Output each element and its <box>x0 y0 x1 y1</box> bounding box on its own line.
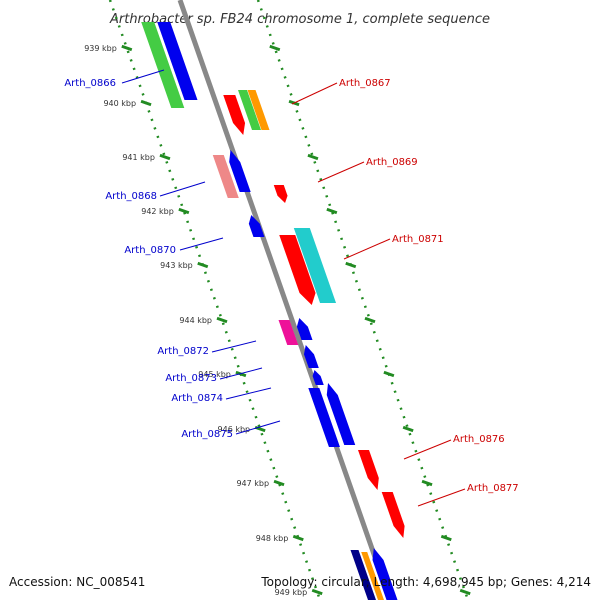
gene-arth-0874a-feature <box>312 370 324 385</box>
gene-label-arth-0871[interactable]: Arth_0871 <box>392 234 444 245</box>
leader-line-arth-0874 <box>225 387 272 400</box>
kbp-tick-label: 939 kbp <box>84 44 117 53</box>
leader-line-arth-0867 <box>291 82 338 105</box>
kbp-tick-label: 949 kbp <box>275 588 308 597</box>
gene-arth-0867a-feature <box>223 95 246 135</box>
gene-arth-0878a-feature <box>350 550 376 600</box>
leader-line-arth-0872 <box>211 340 257 353</box>
major-tick-left <box>273 479 285 487</box>
kbp-tick-label: 941 kbp <box>122 153 155 162</box>
gene-label-arth-0876[interactable]: Arth_0876 <box>453 434 505 445</box>
chromosome-backbone <box>177 0 393 600</box>
gene-arth-0867c-feature <box>247 90 270 130</box>
gene-label-arth-0873[interactable]: Arth_0873 <box>165 373 217 384</box>
leader-line-arth-0870 <box>179 237 224 251</box>
gene-label-arth-0866[interactable]: Arth_0866 <box>64 78 116 89</box>
reverse-guide-line <box>108 0 322 600</box>
gene-label-arth-0874[interactable]: Arth_0874 <box>171 393 223 404</box>
gene-label-arth-0875[interactable]: Arth_0875 <box>181 429 233 440</box>
major-tick-left <box>292 534 304 542</box>
leader-line-arth-0866 <box>121 69 165 84</box>
gene-arth-0876-feature <box>358 450 379 490</box>
kbp-tick-label: 943 kbp <box>160 261 193 270</box>
leader-line-arth-0869 <box>317 161 365 183</box>
kbp-tick-label: 947 kbp <box>236 479 269 488</box>
gene-arth-0873-feature <box>303 345 319 368</box>
gene-arth-0872b-feature <box>296 318 313 340</box>
major-tick-left <box>121 44 133 52</box>
gene-label-arth-0872[interactable]: Arth_0872 <box>157 346 209 357</box>
leader-line-arth-0868 <box>159 181 206 197</box>
gene-labels: Arth_0866 Arth_0867 Arth_0868 Arth_0869 Arth… <box>64 69 519 507</box>
kbp-tick-label: 940 kbp <box>103 99 136 108</box>
gene-arth-0875-feature <box>308 388 340 447</box>
gene-label-arth-0877[interactable]: Arth_0877 <box>467 483 519 494</box>
major-tick-right <box>459 588 471 596</box>
gene-arth-0878b-feature <box>361 552 384 600</box>
gene-label-arth-0869[interactable]: Arth_0869 <box>366 157 418 168</box>
kbp-tick-label: 946 kbp <box>218 425 251 434</box>
major-tick-right <box>440 534 452 542</box>
gene-arth-0878c-feature <box>372 548 398 600</box>
kbp-ruler: 939 kbp 940 kbp 941 kbp 942 kbp 943 kbp 944 k… <box>84 44 471 597</box>
gene-arth-0867b-feature <box>238 90 261 130</box>
major-tick-right <box>421 479 433 487</box>
kbp-tick-label: 945 kbp <box>198 370 231 379</box>
gene-arth-0866b-feature <box>157 22 198 100</box>
kbp-tick-label: 948 kbp <box>256 534 289 543</box>
gene-label-arth-0867[interactable]: Arth_0867 <box>339 78 391 89</box>
leader-line-arth-0873 <box>219 367 263 380</box>
accession-text: Accession: NC_008541 <box>9 575 145 589</box>
kbp-tick-label: 942 kbp <box>141 207 174 216</box>
gene-arth-0870-feature <box>248 215 265 237</box>
major-tick-left <box>140 99 152 107</box>
major-tick-left <box>159 153 171 161</box>
leader-line-arth-0876 <box>403 439 452 460</box>
leader-line-arth-0875 <box>235 420 281 435</box>
kbp-tick-label: 944 kbp <box>179 316 212 325</box>
leader-line-arth-0871 <box>343 238 391 260</box>
gene-arth-0872-feature <box>278 320 299 345</box>
major-tick-right <box>269 44 281 52</box>
dotted-track-guides <box>108 0 470 600</box>
major-tick-right <box>326 207 338 215</box>
gene-arth-0871-feature <box>293 228 337 303</box>
gene-arth-0866-feature <box>141 22 185 108</box>
gene-arth-0868-feature <box>212 155 239 198</box>
major-tick-right <box>402 425 414 433</box>
map-title: Arthrobacter sp. FB24 chromosome 1, comp… <box>109 12 490 27</box>
major-tick-left <box>216 316 228 324</box>
major-tick-right <box>345 261 357 269</box>
major-tick-right <box>383 370 395 378</box>
gene-label-arth-0870[interactable]: Arth_0870 <box>124 245 176 256</box>
major-tick-left <box>311 588 323 596</box>
gene-arth-0874-feature <box>326 383 356 445</box>
gene-arth-0869-feature <box>273 185 288 203</box>
major-tick-right <box>307 153 319 161</box>
major-tick-right <box>364 316 376 324</box>
gene-arth-0871a-feature <box>279 235 316 305</box>
gene-features <box>141 22 405 600</box>
gene-arth-0868b-feature <box>229 150 251 192</box>
leader-line-arth-0877 <box>417 488 466 507</box>
major-tick-left <box>178 207 190 215</box>
gene-arth-0877-feature <box>381 492 405 538</box>
topology-text: Topology: circular; Length: 4,698,945 bp… <box>260 575 591 589</box>
major-tick-left <box>197 261 209 269</box>
gene-label-arth-0868[interactable]: Arth_0868 <box>105 191 157 202</box>
